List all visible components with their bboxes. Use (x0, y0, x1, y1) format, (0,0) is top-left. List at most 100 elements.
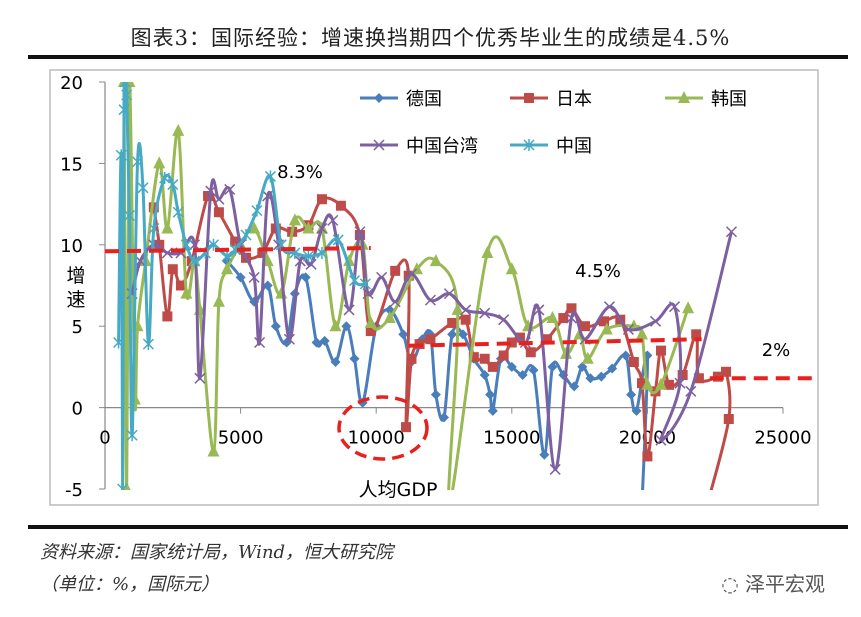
star-marker (126, 429, 138, 442)
y-axis-label-2: 速 (66, 289, 85, 311)
triangle-marker (682, 301, 695, 314)
diamond-marker (330, 357, 341, 368)
square-marker (498, 350, 509, 361)
star-marker (523, 139, 535, 151)
x-marker (725, 226, 738, 238)
diamond-marker (262, 280, 273, 291)
triangle-marker (451, 302, 464, 315)
diamond-marker (439, 412, 449, 423)
square-marker (162, 311, 173, 322)
y-tick-label: 5 (72, 317, 83, 338)
y-tick-label: 0 (72, 399, 83, 420)
x-marker (622, 323, 634, 335)
triangle-marker (635, 327, 648, 340)
y-tick-label: 15 (60, 154, 83, 175)
square-marker (487, 361, 498, 372)
triangle-marker (153, 156, 166, 169)
series-line (130, 178, 733, 471)
star-marker (302, 250, 314, 263)
logo-text: 泽平宏观 (745, 572, 825, 596)
x-marker (188, 239, 201, 251)
x-marker (343, 304, 355, 316)
square-marker (425, 334, 436, 345)
wechat-icon: ◌ (721, 572, 745, 596)
diamond-marker (547, 361, 558, 372)
legend-label: 中国 (556, 136, 592, 157)
square-marker (316, 194, 327, 205)
star-marker (148, 222, 160, 235)
x-marker (655, 434, 667, 446)
star-marker (132, 155, 144, 168)
x-marker (603, 301, 615, 313)
diamond-marker (506, 361, 517, 372)
legend-label: 中国台湾 (406, 136, 478, 157)
legend-item: 中国台湾 (360, 136, 478, 157)
source-note: 资料来源：国家统计局，Wind，恒大研究院 (40, 542, 394, 563)
square-marker (460, 314, 471, 325)
x-marker (362, 288, 374, 300)
watermark-logo: ◌ 泽平宏观 (721, 568, 825, 597)
star-marker (332, 233, 344, 246)
y-axis-label: 增 (66, 265, 85, 287)
diamond-marker (300, 272, 311, 283)
triangle-marker (288, 213, 301, 226)
y-tick-label: -5 (65, 480, 83, 501)
triangle-marker (505, 262, 518, 275)
star-marker (115, 149, 127, 162)
x-marker (424, 294, 436, 306)
triangle-marker (654, 377, 667, 390)
diamond-marker (517, 370, 528, 381)
square-marker (664, 379, 675, 390)
x-marker (248, 271, 260, 283)
square-marker (479, 353, 490, 364)
x-marker (224, 183, 236, 195)
legend-item: 日本 (510, 89, 592, 110)
diamond-marker (487, 405, 498, 416)
x-marker (254, 336, 266, 349)
x-tick-label: 5000 (218, 428, 264, 449)
x-marker (533, 304, 545, 316)
x-marker (262, 190, 274, 202)
diamond-marker (270, 321, 281, 332)
legend-item: 德国 (360, 89, 442, 110)
triangle-marker (161, 221, 174, 234)
triangle-marker (329, 319, 342, 332)
x-tick-label: 0 (99, 428, 110, 449)
triangle-marker (212, 294, 225, 307)
triangle-marker (600, 322, 613, 335)
star-marker (348, 274, 361, 287)
bottom-rule (28, 525, 848, 529)
triangle-marker (481, 245, 494, 258)
square-marker (636, 378, 647, 389)
star-marker (180, 238, 192, 251)
square-marker (693, 373, 704, 384)
x-marker (389, 296, 401, 308)
y-tick-label: 10 (60, 236, 83, 257)
x-marker (460, 304, 472, 316)
x-marker (479, 307, 491, 319)
square-marker (721, 366, 732, 377)
star-marker (137, 181, 149, 194)
x-marker (674, 377, 686, 389)
x-marker (443, 288, 455, 300)
square-marker (506, 337, 517, 348)
square-marker (655, 345, 666, 356)
square-marker (154, 239, 165, 250)
star-marker (123, 209, 135, 222)
square-marker (406, 353, 417, 364)
star-marker (167, 178, 179, 191)
square-marker (390, 265, 401, 276)
diamond-marker (311, 337, 322, 348)
square-marker (691, 329, 702, 340)
square-marker (203, 190, 214, 201)
legend-label: 日本 (556, 89, 592, 110)
trend-line (408, 337, 702, 348)
highlight-ellipse (337, 395, 429, 461)
square-marker (335, 200, 346, 211)
star-marker (142, 338, 154, 351)
triangle-marker (122, 482, 131, 490)
diamond-marker (349, 353, 360, 364)
square-marker (723, 413, 734, 424)
square-marker (213, 207, 224, 218)
x-marker (498, 314, 510, 326)
